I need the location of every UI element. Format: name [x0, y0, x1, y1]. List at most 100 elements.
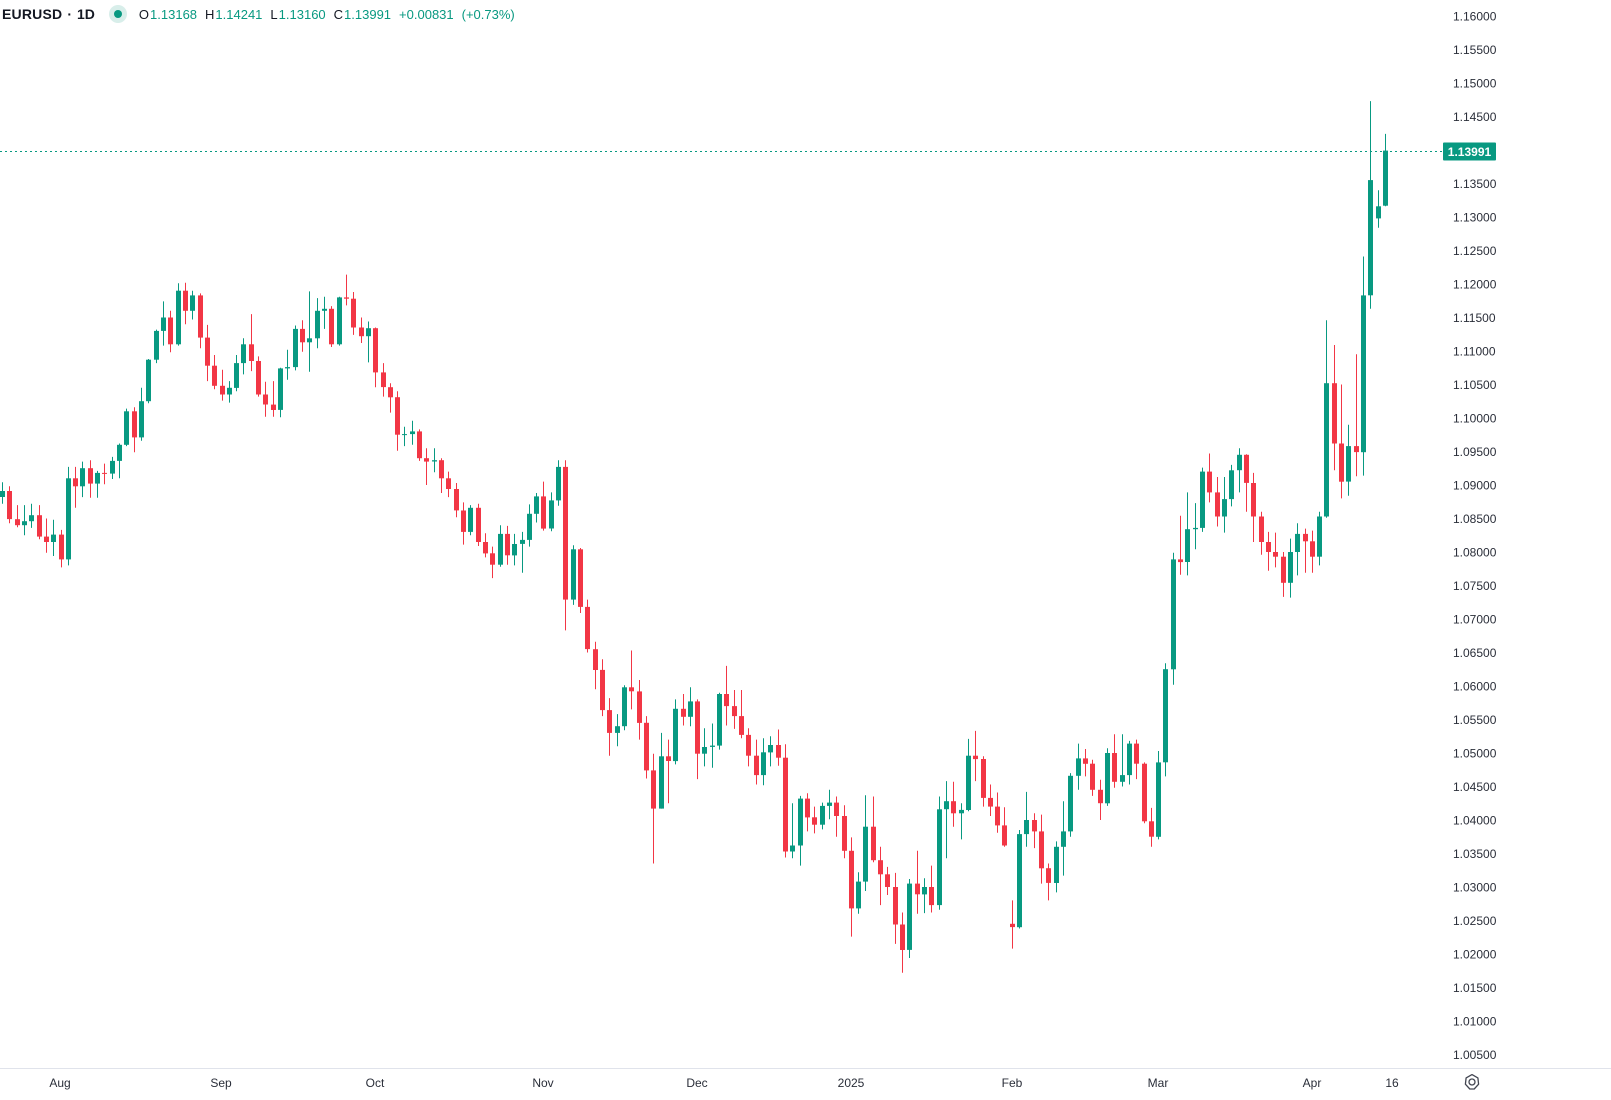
candle-body[interactable] [563, 466, 568, 600]
market-status-icon[interactable] [108, 5, 127, 23]
candle-body[interactable] [468, 507, 473, 532]
candle-body[interactable] [351, 298, 356, 328]
candle-body[interactable] [1237, 454, 1242, 471]
candle-body[interactable] [1149, 821, 1154, 837]
candle-body[interactable] [541, 496, 546, 529]
candle-body[interactable] [110, 460, 115, 474]
candle-body[interactable] [915, 883, 920, 895]
candle-body[interactable] [1017, 834, 1022, 928]
candle-body[interactable] [66, 478, 71, 560]
candle-body[interactable] [498, 533, 503, 565]
candle-body[interactable] [702, 747, 707, 754]
candle-body[interactable] [1090, 763, 1095, 790]
time-axis-label[interactable]: Apr [1303, 1076, 1322, 1090]
candle-body[interactable] [1200, 471, 1205, 528]
candle-body[interactable] [1002, 825, 1007, 846]
candle-body[interactable] [1324, 383, 1329, 517]
candle-body[interactable] [51, 534, 56, 542]
candle-body[interactable] [768, 745, 773, 753]
candle-body[interactable] [176, 290, 181, 345]
candle-body[interactable] [359, 327, 364, 337]
candle-body[interactable] [476, 507, 481, 542]
candle-body[interactable] [1098, 789, 1103, 804]
candle-body[interactable] [1303, 533, 1308, 542]
candle-body[interactable] [615, 726, 620, 733]
candle-body[interactable] [739, 716, 744, 735]
candle-body[interactable] [827, 802, 832, 806]
candle-body[interactable] [446, 478, 451, 489]
candle-body[interactable] [1215, 492, 1220, 517]
candle-body[interactable] [1127, 743, 1132, 776]
candle-body[interactable] [37, 515, 42, 537]
time-axis-label[interactable]: Nov [532, 1076, 553, 1090]
candle-body[interactable] [988, 797, 993, 807]
candle-body[interactable] [534, 496, 539, 514]
price-axis-label[interactable]: 1.11500 [1453, 311, 1496, 325]
candle-body[interactable] [307, 338, 312, 343]
candle-body[interactable] [1376, 206, 1381, 219]
candle-body[interactable] [644, 722, 649, 771]
candle-body[interactable] [1032, 820, 1037, 832]
time-axis-label[interactable]: Oct [366, 1076, 385, 1090]
price-axis-label[interactable]: 1.07500 [1453, 579, 1497, 593]
candle-body[interactable] [659, 756, 664, 809]
candle-body[interactable] [490, 553, 495, 565]
candle-body[interactable] [1134, 743, 1139, 764]
time-axis-label[interactable]: Sep [210, 1076, 232, 1090]
candle-body[interactable] [585, 606, 590, 650]
candle-body[interactable] [1193, 527, 1198, 530]
candle-body[interactable] [688, 701, 693, 717]
price-axis-label[interactable]: 1.02500 [1453, 914, 1497, 928]
candle-body[interactable] [893, 887, 898, 925]
price-axis-label[interactable]: 1.05000 [1453, 747, 1497, 761]
candle-body[interactable] [278, 368, 283, 410]
candle-body[interactable] [578, 549, 583, 607]
candle-body[interactable] [212, 365, 217, 386]
candle-body[interactable] [395, 397, 400, 435]
candle-body[interactable] [505, 533, 510, 556]
candle-body[interactable] [15, 519, 20, 526]
candle-body[interactable] [205, 337, 210, 366]
candle-body[interactable] [512, 544, 517, 556]
time-axis-label[interactable]: Aug [49, 1076, 70, 1090]
symbol-name[interactable]: EURUSD [2, 6, 63, 22]
candle-body[interactable] [388, 387, 393, 398]
candle-body[interactable] [132, 411, 137, 438]
candle-body[interactable] [959, 809, 964, 814]
candle-body[interactable] [666, 756, 671, 761]
candle-body[interactable] [95, 472, 100, 484]
price-axis-label[interactable]: 1.06500 [1453, 646, 1497, 660]
price-axis-label[interactable]: 1.04500 [1453, 780, 1497, 794]
candle-body[interactable] [410, 431, 415, 435]
candle-body[interactable] [234, 363, 239, 388]
candle-body[interactable] [256, 361, 261, 395]
candle-body[interactable] [1171, 559, 1176, 670]
candle-body[interactable] [1046, 868, 1051, 883]
candle-body[interactable] [1068, 775, 1073, 832]
candle-body[interactable] [673, 708, 678, 762]
candle-body[interactable] [80, 468, 85, 487]
candle-body[interactable] [124, 411, 129, 445]
candle-body[interactable] [651, 770, 656, 809]
candle-body[interactable] [161, 317, 166, 331]
candle-body[interactable] [1310, 541, 1315, 557]
candle-body[interactable] [439, 460, 444, 479]
price-axis-label[interactable]: 1.12500 [1453, 244, 1497, 258]
price-axis-label[interactable]: 1.13000 [1453, 211, 1497, 225]
price-axis-label[interactable]: 1.07000 [1453, 613, 1497, 627]
candle-body[interactable] [900, 924, 905, 951]
price-axis-label[interactable]: 1.04000 [1453, 814, 1497, 828]
candle-body[interactable] [322, 308, 327, 311]
price-axis-label[interactable]: 1.11000 [1453, 345, 1496, 359]
candle-body[interactable] [263, 394, 268, 405]
candle-body[interactable] [337, 297, 342, 345]
candle-body[interactable] [381, 372, 386, 388]
candle-body[interactable] [681, 708, 686, 717]
candle-body[interactable] [805, 798, 810, 818]
candle-body[interactable] [790, 845, 795, 852]
candle-body[interactable] [1295, 533, 1300, 552]
candle-body[interactable] [1112, 753, 1117, 782]
candle-body[interactable] [527, 513, 532, 540]
price-axis-label[interactable]: 1.03500 [1453, 847, 1497, 861]
candle-body[interactable] [88, 468, 93, 484]
